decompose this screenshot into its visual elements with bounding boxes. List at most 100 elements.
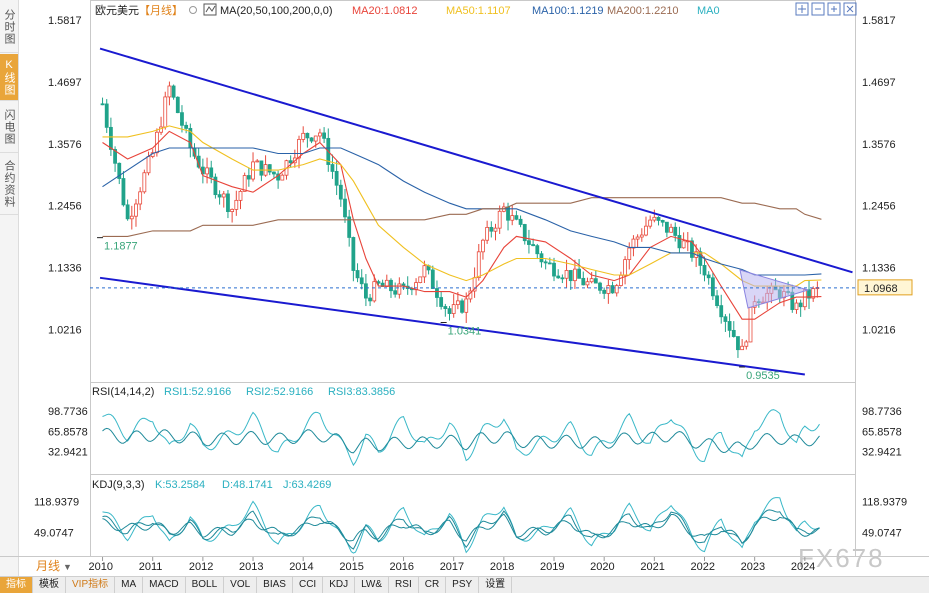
kdj-line-j	[102, 497, 820, 554]
candle-body	[522, 224, 527, 242]
candle-body	[673, 226, 678, 236]
rsi-y-tick-left: 32.9421	[48, 447, 88, 459]
candle-body	[297, 139, 301, 159]
candle-body	[338, 184, 343, 200]
candle-body	[435, 288, 439, 298]
indicator-tab[interactable]: CCI	[293, 577, 324, 593]
candle-body	[460, 300, 464, 313]
candle-body	[447, 308, 452, 314]
indicator-tab[interactable]: LW&	[355, 577, 390, 593]
y-tick-left: 1.3576	[48, 139, 82, 151]
candle-body	[664, 221, 669, 233]
indicator-tab[interactable]: VIP指标	[66, 577, 116, 593]
candle-body	[113, 149, 117, 164]
sidebar-tab-flash[interactable]: 闪电图	[0, 102, 18, 153]
x-tick: 2011	[139, 561, 163, 573]
candle-body	[669, 226, 673, 233]
candle-body	[715, 295, 719, 307]
candle-body	[535, 245, 540, 255]
candle-body	[543, 261, 548, 264]
x-tick: 2024	[791, 561, 815, 573]
indicator-tab[interactable]: 设置	[479, 577, 513, 593]
indicator-tab[interactable]: BOLL	[186, 577, 225, 593]
candle-body	[710, 277, 715, 297]
candle-body	[690, 240, 694, 258]
upper-trendline[interactable]	[99, 47, 853, 274]
candle-body	[531, 244, 536, 247]
sidebar-tab-kline[interactable]: K线图	[0, 54, 18, 101]
candle-body	[807, 289, 811, 299]
candles	[100, 81, 820, 358]
rsi-lines	[102, 409, 820, 467]
candle-body	[330, 164, 335, 172]
indicator-tab[interactable]: CR	[419, 577, 447, 593]
chart-area[interactable]: FX678 欧元美元【月线】 MA(20,50,100,200,0,0) MA2…	[0, 0, 929, 576]
indicator-tab[interactable]: RSI	[389, 577, 419, 593]
candle-body	[464, 298, 469, 313]
kdj-j-value: J:63.4269	[283, 479, 331, 491]
candle-body	[539, 253, 544, 263]
y-tick-right: 1.3576	[862, 139, 896, 151]
candle-body	[702, 265, 707, 276]
crosshair-icon[interactable]	[795, 2, 809, 16]
indicator-tab[interactable]: 指标	[0, 577, 33, 593]
lower-trendline[interactable]	[99, 276, 805, 376]
candle-body	[217, 194, 222, 198]
indicator-tab[interactable]: PSY	[446, 577, 480, 593]
period-tag: 【月线】	[139, 3, 183, 17]
zoom-in-icon[interactable]	[827, 2, 841, 16]
candle-body	[125, 204, 130, 220]
candle-body	[226, 193, 230, 212]
indicator-tab[interactable]: KDJ	[323, 577, 356, 593]
kdj-panel-frame	[90, 474, 856, 557]
candle-body	[556, 275, 561, 279]
chevron-down-icon: ▼	[63, 562, 72, 572]
candle-body	[255, 160, 260, 163]
y-tick-right: 1.4697	[862, 77, 896, 89]
candle-body	[623, 259, 627, 276]
candle-body	[602, 289, 607, 294]
candle-body	[397, 283, 402, 295]
candle-body	[163, 96, 168, 128]
indicator-tab[interactable]: 模板	[33, 577, 66, 593]
rsi-y-tick-left: 98.7736	[48, 406, 88, 418]
indicator-tab[interactable]: MACD	[143, 577, 186, 593]
indicator-tab[interactable]: BIAS	[257, 577, 293, 593]
candle-body	[606, 285, 611, 294]
candle-body	[121, 178, 126, 206]
period-selector[interactable]: 月线 ▼	[20, 557, 88, 575]
ma-toggle-glyph-icon	[205, 5, 216, 13]
x-tick: 2016	[390, 561, 414, 573]
kdj-title[interactable]: KDJ(9,3,3)	[92, 479, 145, 491]
sidebar-tab-timeshare[interactable]: 分时图	[0, 2, 18, 53]
settings-dot-icon[interactable]	[189, 6, 197, 14]
close-icon[interactable]	[843, 2, 857, 16]
indicator-tab[interactable]: MA	[115, 577, 144, 593]
y-tick-left: 1.2456	[48, 201, 82, 213]
kdj-y-tick-right: 118.9379	[862, 496, 907, 508]
candle-body	[372, 281, 377, 302]
indicator-tab[interactable]: VOL	[224, 577, 258, 593]
x-tick: 2012	[189, 561, 213, 573]
sidebar-tab-contract-info[interactable]: 合约资料	[0, 154, 18, 215]
rsi-line-rsi1	[102, 427, 820, 454]
ma200-value: MA200:1.2210	[607, 5, 679, 17]
x-axis-labels: 2010 2011 2012 2013 2014 2015 2016 2017 2018 2019…	[89, 557, 815, 573]
trendlines	[99, 47, 853, 376]
y-axis-labels: 1.5817 1.5817 1.4697 1.4697 1.3576 1.3576 1.24…	[34, 15, 907, 539]
candle-body	[184, 124, 189, 129]
ma-toggle-icon[interactable]	[203, 3, 217, 16]
candle-body	[731, 329, 736, 337]
candle-body	[811, 288, 816, 299]
candle-body	[748, 306, 753, 343]
candle-body	[577, 268, 581, 279]
ma100-value: MA100:1.1219	[532, 5, 604, 17]
ma-params-label[interactable]: MA(20,50,100,200,0,0)	[220, 5, 333, 17]
rsi-y-tick-right: 65.8578	[862, 426, 902, 438]
candle-body	[740, 345, 745, 351]
rsi-title[interactable]: RSI(14,14,2)	[92, 386, 154, 398]
ma-line-ma50	[102, 125, 822, 287]
candle-body	[272, 171, 276, 175]
zoom-out-icon[interactable]	[811, 2, 825, 16]
candle-body	[514, 215, 519, 220]
